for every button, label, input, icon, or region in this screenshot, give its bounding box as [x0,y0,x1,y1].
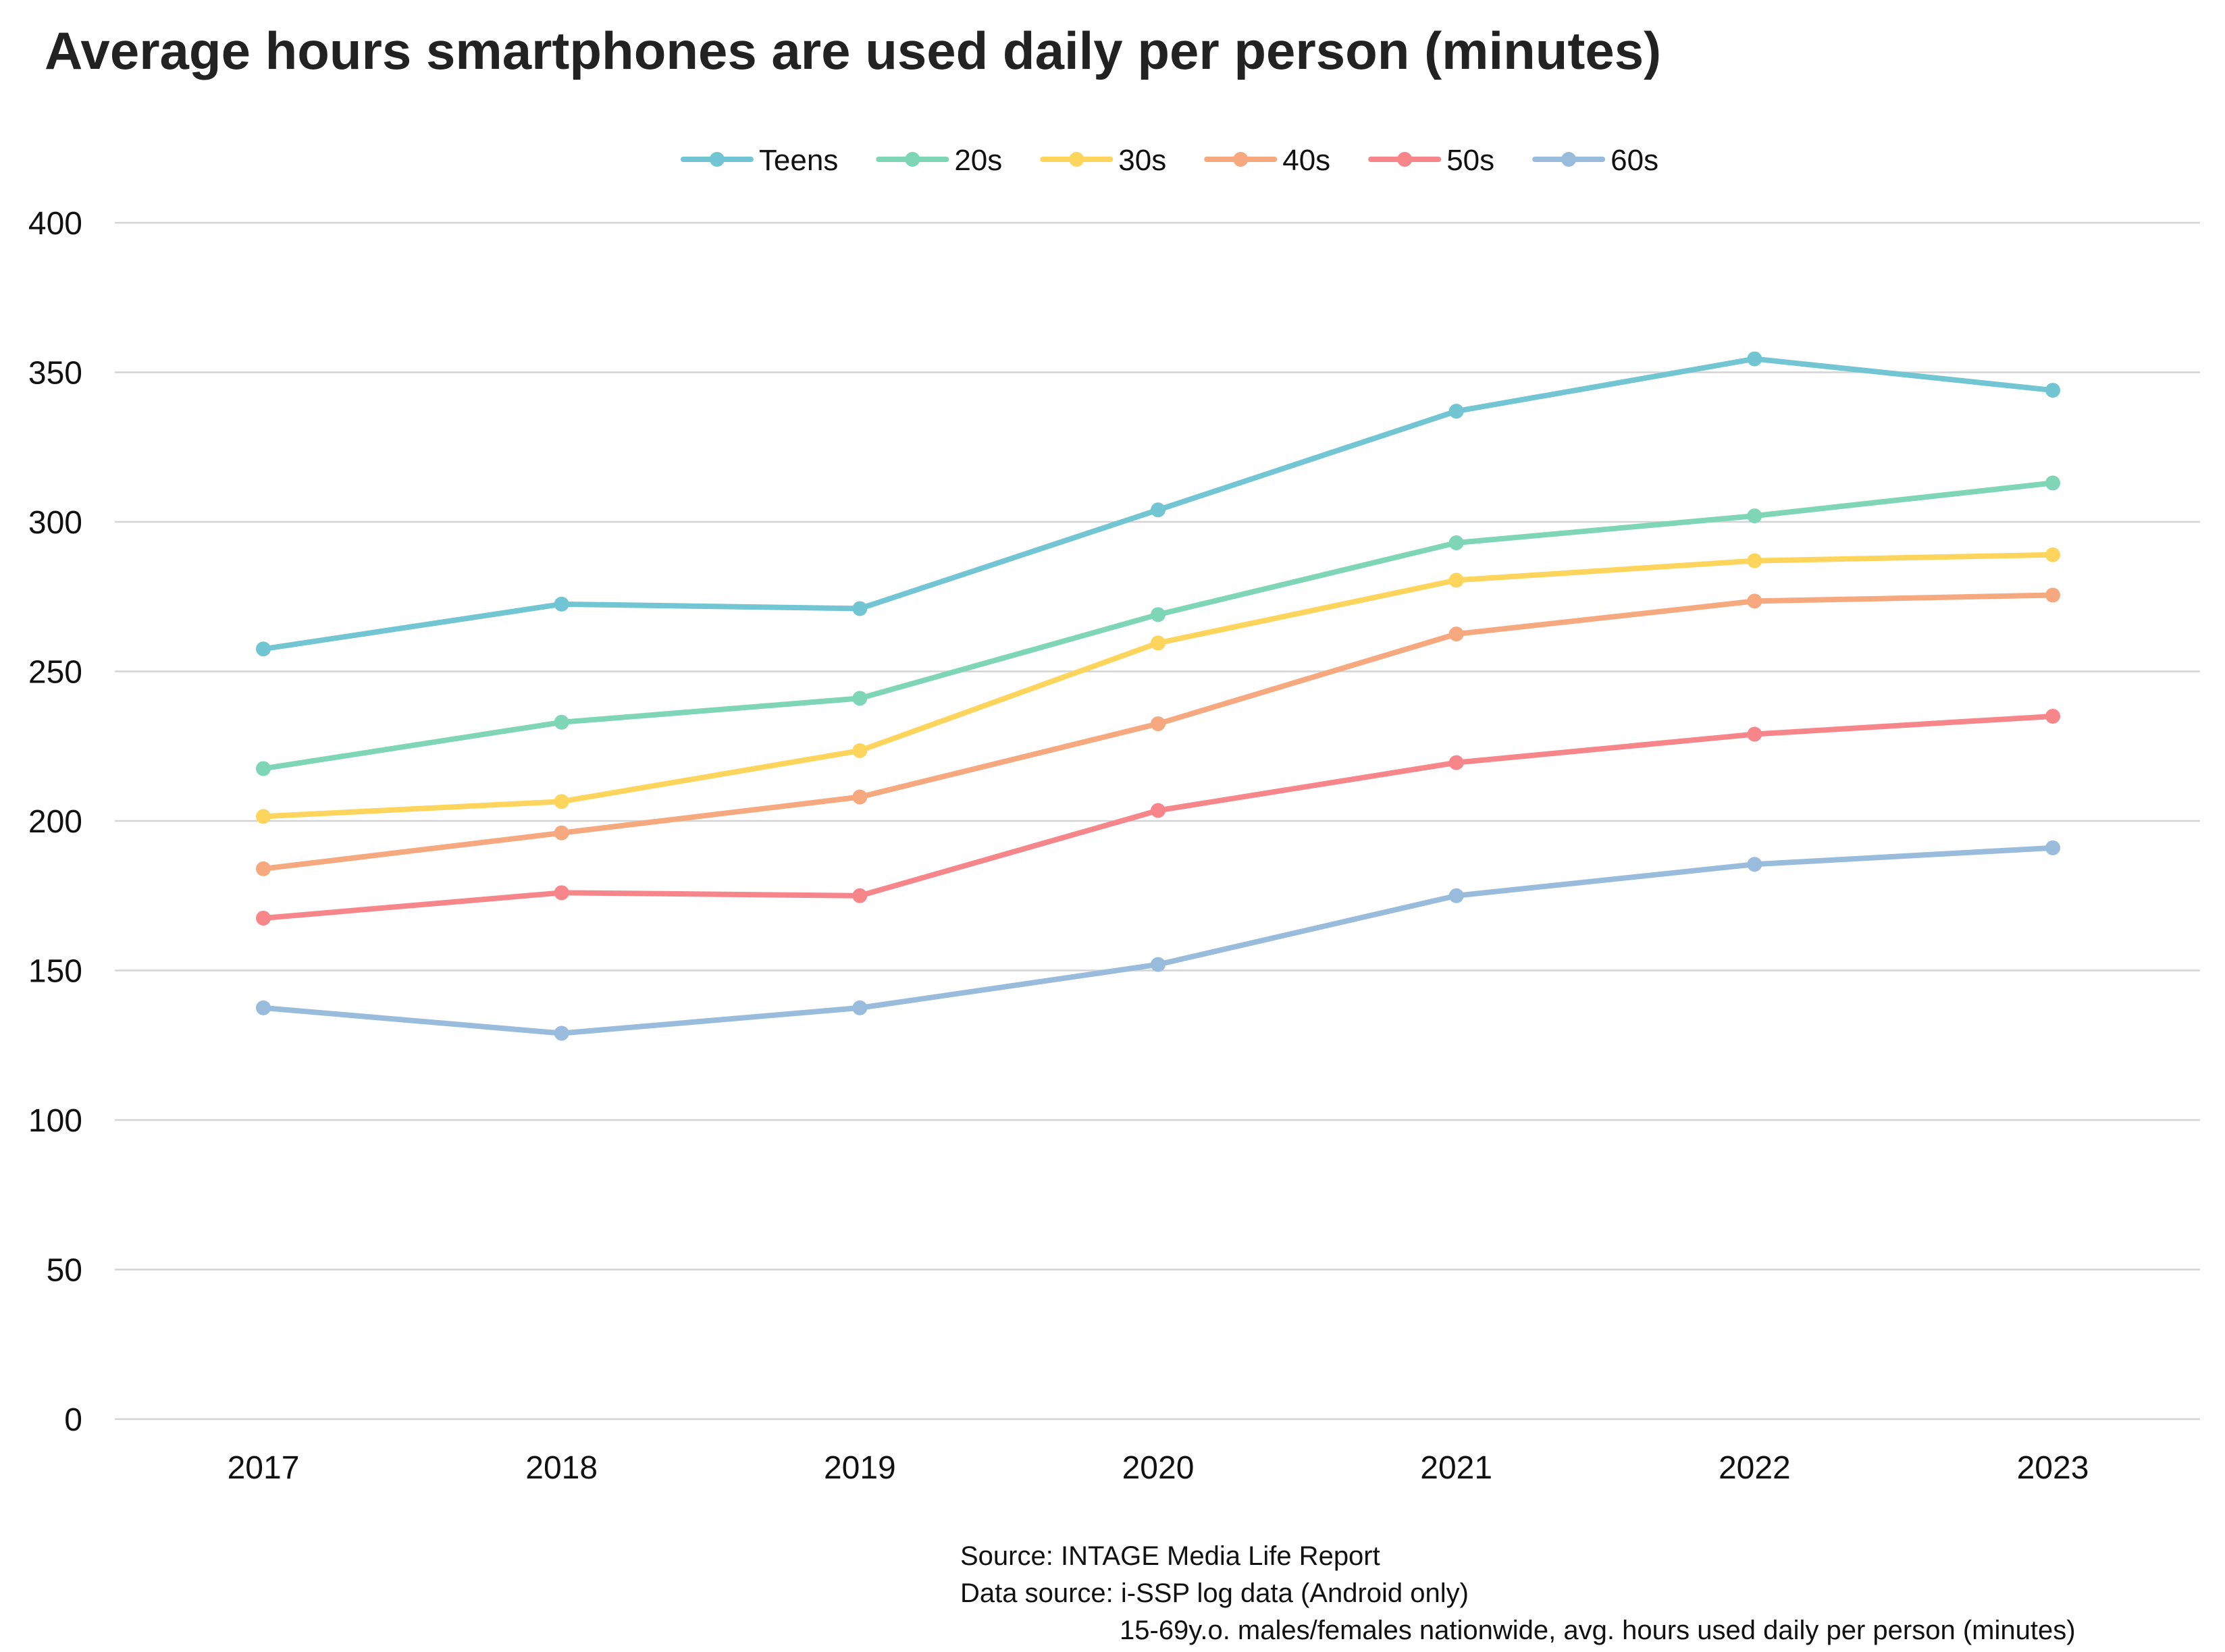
data-point [1747,508,1762,524]
legend-label: 40s [1282,144,1330,177]
data-point [1448,404,1464,419]
data-point [1747,593,1762,609]
series-line [261,552,2056,820]
legend-label: 30s [1118,144,1166,177]
data-point [1448,755,1464,770]
legend-item-60s: 60s [1532,144,1658,177]
legend-swatch-marker [1069,152,1084,167]
series-40s [256,587,2060,876]
legend-item-50s: 50s [1368,144,1494,177]
legend-swatch-marker [1397,152,1413,167]
data-point [1448,535,1464,551]
series-group [256,351,2060,1041]
legend-label: 60s [1611,144,1658,177]
x-tick-label: 2022 [1719,1450,1791,1486]
y-tick-label: 100 [28,1103,82,1139]
y-tick-label: 400 [28,206,82,242]
data-point [1747,857,1762,872]
data-point [256,809,271,824]
x-tick-label: 2018 [525,1450,598,1486]
legend-swatch-marker [709,152,725,167]
footnote-population: 15-69y.o. males/females nationwide, avg.… [1120,1616,2076,1645]
footnote-source: Source: INTAGE Media Life Report [960,1541,1380,1571]
data-point [1151,502,1166,518]
data-point [2045,475,2060,491]
legend-label: Teens [759,144,838,177]
data-point [852,691,868,706]
series-30s [256,547,2060,824]
legend: Teens 20s 30s 40s 50s 60s [680,144,1658,177]
legend-item-20s: 20s [876,144,1002,177]
data-point [1747,726,1762,742]
x-tick-label: 2023 [2017,1450,2089,1486]
x-tick-label: 2020 [1122,1450,1195,1486]
legend-item-teens: Teens [680,144,838,177]
data-point [2045,708,2060,724]
data-point [554,714,569,730]
data-point [256,910,271,926]
data-point [256,761,271,776]
gridlines [115,221,2200,1420]
series-60s [256,840,2060,1041]
data-point [554,596,569,612]
footnote-data-source: Data source: i-SSP log data (Android onl… [960,1578,1469,1608]
data-point [256,1000,271,1015]
y-axis-ticks: 0 50 100 150 200 250 300 350 400 [28,206,82,1438]
y-tick-label: 150 [28,954,82,990]
legend-item-40s: 40s [1204,144,1330,177]
data-point [852,601,868,616]
data-point [1747,351,1762,367]
legend-swatch-marker [1561,152,1577,167]
data-point [554,1025,569,1041]
chart-title: Average hours smartphones are used daily… [45,21,1661,80]
legend-swatch-marker [905,152,920,167]
legend-label: 50s [1446,144,1494,177]
series-20s [256,475,2060,776]
legend-swatch-marker [1233,152,1249,167]
data-point [852,789,868,805]
legend-item-30s: 30s [1040,144,1166,177]
y-tick-label: 0 [64,1402,82,1438]
x-tick-label: 2017 [228,1450,300,1486]
series-50s [256,708,2060,926]
data-point [1448,627,1464,642]
data-point [852,1000,868,1015]
y-tick-label: 250 [28,655,82,691]
data-point [2045,587,2060,603]
series-teens [256,351,2060,657]
data-point [2045,383,2060,398]
y-tick-label: 50 [47,1253,82,1289]
data-point [1448,888,1464,903]
data-point [554,825,569,841]
data-point [554,885,569,901]
series-line [261,845,2056,1036]
data-point [1747,553,1762,568]
y-tick-label: 200 [28,804,82,840]
x-axis-ticks: 2017 2018 2019 2020 2021 2022 2023 [228,1450,2089,1486]
legend-label: 20s [954,144,1002,177]
data-point [1151,803,1166,818]
data-point [554,794,569,809]
x-tick-label: 2021 [1420,1450,1492,1486]
data-point [852,888,868,903]
data-point [1151,607,1166,622]
data-point [2045,547,2060,562]
data-point [1151,716,1166,732]
data-point [1448,572,1464,588]
data-point [2045,840,2060,855]
y-tick-label: 300 [28,505,82,541]
footnote: Source: INTAGE Media Life Report Data so… [960,1541,2076,1645]
data-point [256,861,271,876]
data-point [852,743,868,758]
data-point [1151,957,1166,972]
data-point [256,641,271,657]
y-tick-label: 350 [28,356,82,392]
data-point [1151,635,1166,651]
x-tick-label: 2019 [824,1450,896,1486]
